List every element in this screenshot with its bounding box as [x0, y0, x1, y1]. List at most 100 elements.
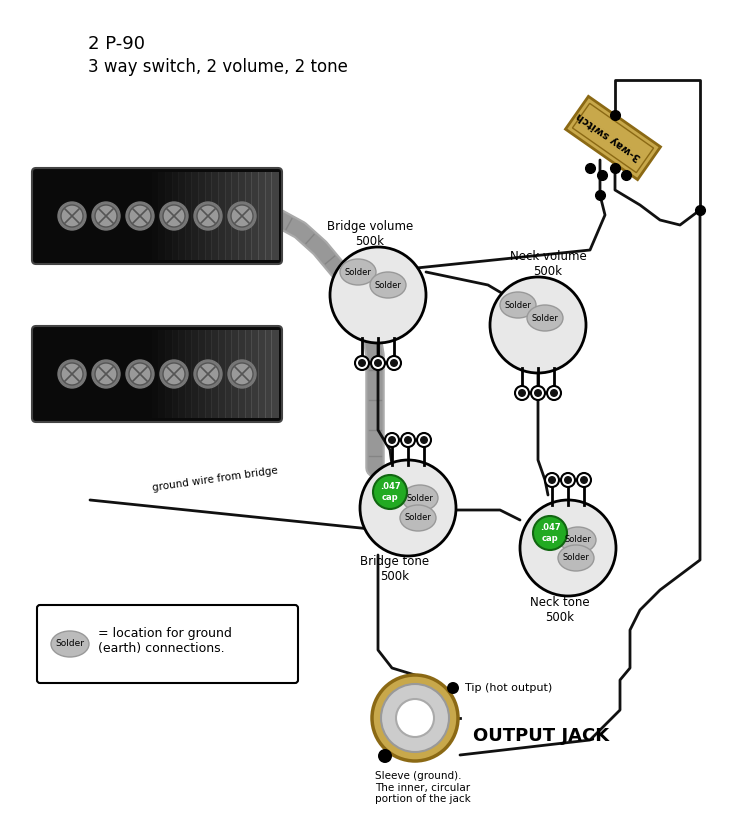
Circle shape	[228, 202, 256, 230]
Text: Neck volume
500k: Neck volume 500k	[509, 250, 587, 278]
Circle shape	[231, 205, 253, 227]
Text: = location for ground
(earth) connections.: = location for ground (earth) connection…	[98, 627, 232, 655]
Circle shape	[58, 360, 86, 388]
FancyBboxPatch shape	[211, 172, 219, 260]
FancyBboxPatch shape	[171, 330, 179, 418]
FancyBboxPatch shape	[252, 172, 259, 260]
Ellipse shape	[51, 631, 89, 657]
Text: Solder: Solder	[562, 553, 590, 562]
FancyBboxPatch shape	[245, 172, 252, 260]
Circle shape	[61, 363, 83, 385]
FancyBboxPatch shape	[265, 330, 272, 418]
Circle shape	[580, 476, 588, 484]
Circle shape	[129, 363, 151, 385]
FancyBboxPatch shape	[152, 330, 159, 418]
Ellipse shape	[402, 485, 438, 511]
Text: 2 P-90: 2 P-90	[88, 35, 145, 53]
Circle shape	[358, 359, 366, 367]
FancyBboxPatch shape	[191, 330, 199, 418]
Ellipse shape	[400, 505, 436, 531]
Text: Solder: Solder	[55, 640, 85, 649]
Ellipse shape	[560, 527, 596, 553]
Text: Neck tone
500k: Neck tone 500k	[530, 596, 590, 624]
Text: Bridge volume
500k: Bridge volume 500k	[327, 220, 413, 248]
Circle shape	[515, 386, 529, 400]
FancyBboxPatch shape	[205, 330, 213, 418]
FancyBboxPatch shape	[272, 172, 279, 260]
Circle shape	[548, 476, 556, 484]
Text: 3-way switch: 3-way switch	[575, 110, 643, 162]
Polygon shape	[565, 96, 660, 180]
Circle shape	[360, 460, 456, 556]
Ellipse shape	[500, 292, 536, 318]
Circle shape	[550, 389, 558, 397]
FancyBboxPatch shape	[252, 330, 259, 418]
Circle shape	[518, 389, 526, 397]
FancyBboxPatch shape	[191, 172, 199, 260]
FancyBboxPatch shape	[218, 330, 226, 418]
Circle shape	[160, 360, 188, 388]
Ellipse shape	[370, 272, 406, 298]
FancyBboxPatch shape	[158, 172, 166, 260]
FancyBboxPatch shape	[272, 330, 279, 418]
Circle shape	[197, 363, 219, 385]
Circle shape	[228, 360, 256, 388]
Ellipse shape	[527, 305, 563, 331]
Text: 3 way switch, 2 volume, 2 tone: 3 way switch, 2 volume, 2 tone	[88, 58, 348, 76]
Text: Tip (hot output): Tip (hot output)	[465, 683, 552, 693]
Circle shape	[374, 359, 382, 367]
Circle shape	[160, 202, 188, 230]
FancyBboxPatch shape	[171, 172, 179, 260]
FancyBboxPatch shape	[198, 172, 206, 260]
Text: Solder: Solder	[405, 514, 431, 523]
Circle shape	[378, 749, 392, 763]
FancyBboxPatch shape	[211, 330, 219, 418]
Circle shape	[194, 202, 222, 230]
Text: Solder: Solder	[344, 267, 372, 276]
FancyBboxPatch shape	[231, 172, 239, 260]
Circle shape	[577, 473, 591, 487]
Circle shape	[355, 356, 369, 370]
FancyBboxPatch shape	[245, 330, 252, 418]
FancyBboxPatch shape	[145, 172, 152, 260]
Circle shape	[490, 277, 586, 373]
Circle shape	[92, 202, 120, 230]
Circle shape	[533, 516, 567, 550]
Circle shape	[92, 360, 120, 388]
Circle shape	[126, 360, 154, 388]
FancyBboxPatch shape	[258, 172, 266, 260]
Circle shape	[372, 675, 458, 761]
Text: Solder: Solder	[375, 280, 401, 289]
Circle shape	[420, 436, 428, 444]
Circle shape	[401, 433, 415, 447]
Circle shape	[163, 205, 185, 227]
Circle shape	[61, 205, 83, 227]
Circle shape	[547, 386, 561, 400]
FancyBboxPatch shape	[198, 330, 206, 418]
FancyBboxPatch shape	[158, 330, 166, 418]
FancyBboxPatch shape	[178, 172, 185, 260]
Circle shape	[387, 356, 401, 370]
Text: Sleeve (ground).
The inner, circular
portion of the jack: Sleeve (ground). The inner, circular por…	[375, 771, 471, 804]
Circle shape	[531, 386, 545, 400]
Text: .047
cap: .047 cap	[539, 524, 560, 543]
Ellipse shape	[340, 259, 376, 285]
Circle shape	[126, 202, 154, 230]
FancyBboxPatch shape	[185, 172, 193, 260]
FancyBboxPatch shape	[152, 172, 159, 260]
Circle shape	[95, 363, 117, 385]
Circle shape	[197, 205, 219, 227]
FancyBboxPatch shape	[218, 172, 226, 260]
Text: Bridge tone
500k: Bridge tone 500k	[361, 555, 430, 583]
Circle shape	[371, 356, 385, 370]
FancyBboxPatch shape	[224, 330, 233, 418]
Text: .047
cap: .047 cap	[380, 483, 400, 501]
FancyBboxPatch shape	[32, 326, 282, 422]
Circle shape	[381, 684, 449, 752]
FancyBboxPatch shape	[258, 330, 266, 418]
FancyBboxPatch shape	[238, 172, 246, 260]
Ellipse shape	[558, 545, 594, 571]
Text: Solder: Solder	[406, 493, 434, 502]
Circle shape	[58, 202, 86, 230]
FancyBboxPatch shape	[238, 330, 246, 418]
